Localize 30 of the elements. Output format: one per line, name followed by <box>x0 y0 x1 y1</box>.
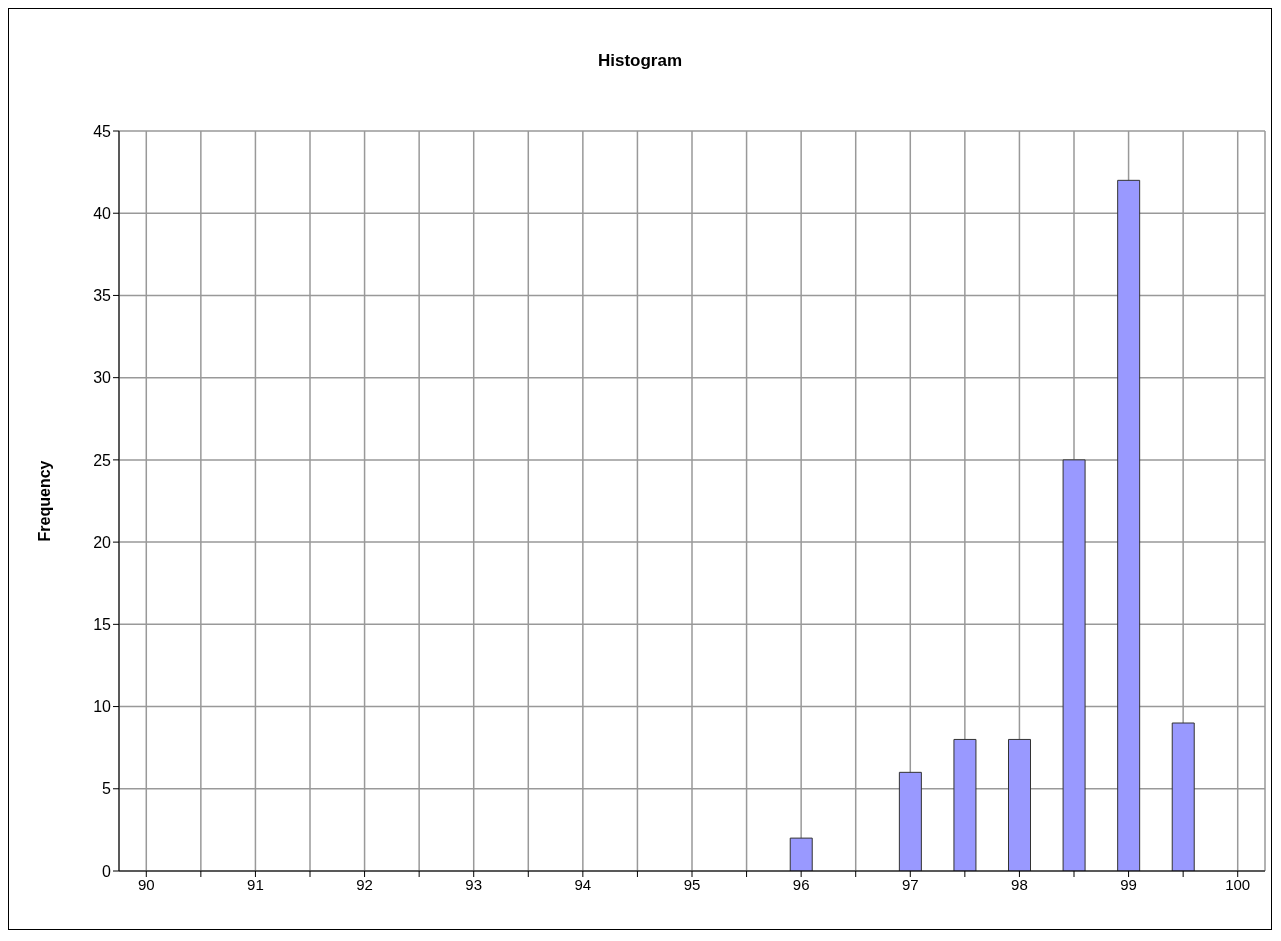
x-tick-label: 95 <box>683 875 701 893</box>
x-tick-label: 92 <box>356 875 373 893</box>
y-tick-label: 0 <box>102 862 112 880</box>
y-tick-label: 10 <box>93 698 112 716</box>
x-tick-label: 99 <box>1120 875 1137 893</box>
x-tick-label: 94 <box>574 875 592 893</box>
y-tick-label: 25 <box>93 451 112 469</box>
x-tick-label: 93 <box>465 875 483 893</box>
y-tick-label: 5 <box>102 780 112 798</box>
y-tick-label: 30 <box>93 369 112 387</box>
x-tick-label: 91 <box>247 875 264 893</box>
x-tick-label: 96 <box>792 875 810 893</box>
chart-title: Histogram <box>596 51 684 72</box>
y-tick-label: 40 <box>93 204 112 222</box>
bar <box>1171 722 1195 871</box>
bar <box>898 771 922 871</box>
bar <box>1008 738 1032 871</box>
y-tick-label: 15 <box>93 616 112 634</box>
bar <box>1117 179 1141 871</box>
bar <box>1062 459 1086 871</box>
y-tick-label: 35 <box>93 287 112 305</box>
y-tick-label: 20 <box>93 533 112 551</box>
x-tick-label: 100 <box>1225 875 1251 893</box>
x-tick-label: 90 <box>137 875 155 893</box>
bar <box>953 738 977 871</box>
bar <box>789 837 813 871</box>
y-tick-label: 45 <box>93 122 112 140</box>
x-tick-label: 98 <box>1011 875 1028 893</box>
y-axis-title: Frequency <box>35 460 53 542</box>
x-tick-label: 97 <box>901 875 919 893</box>
